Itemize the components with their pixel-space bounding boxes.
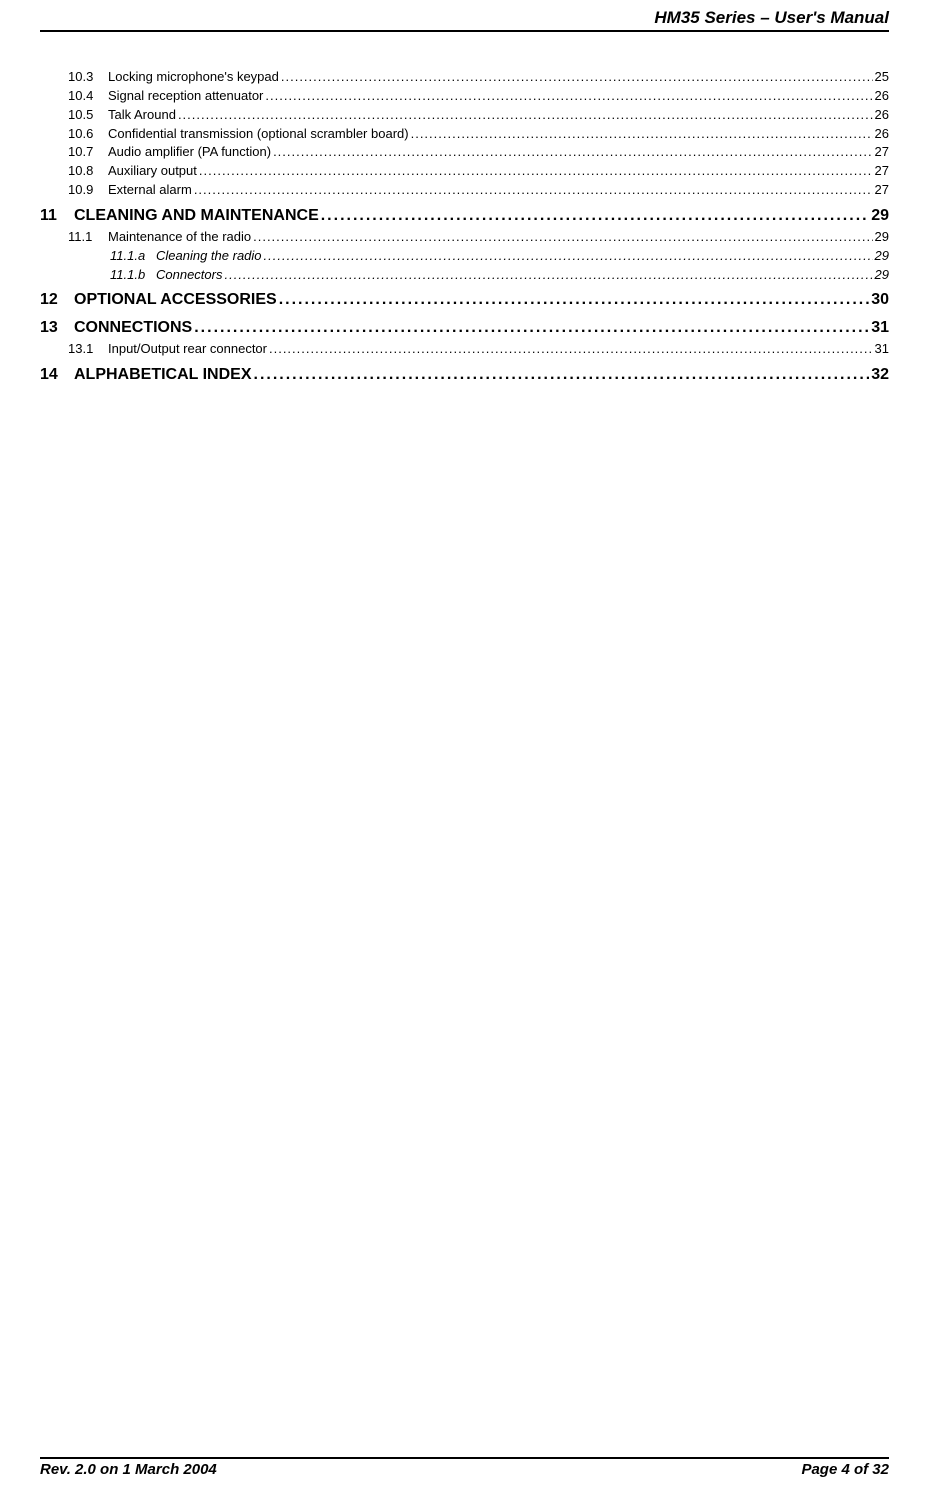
toc-entry-title: Confidential transmission (optional scra… xyxy=(108,125,411,144)
toc-entry-title: Locking microphone's keypad xyxy=(108,68,281,87)
toc-entry-title: Maintenance of the radio xyxy=(108,228,253,247)
toc-entry-page: 32 xyxy=(869,363,889,387)
page-header: HM35 Series – User's Manual xyxy=(40,0,889,32)
toc-entry-page: 30 xyxy=(869,288,889,312)
toc-entry: 10.8Auxiliary output 27 xyxy=(40,162,889,181)
toc-leader-dots xyxy=(265,87,872,106)
toc-entry-page: 27 xyxy=(873,143,889,162)
page-footer: Rev. 2.0 on 1 March 2004 Page 4 of 32 xyxy=(40,1457,889,1478)
page: HM35 Series – User's Manual 10.3Locking … xyxy=(0,0,929,1502)
toc-entry-page: 25 xyxy=(873,68,889,87)
footer-page-number: Page 4 of 32 xyxy=(801,1461,889,1478)
toc-entry: 14ALPHABETICAL INDEX 32 xyxy=(40,363,889,387)
toc-leader-dots xyxy=(253,228,872,247)
toc-entry-page: 26 xyxy=(873,106,889,125)
toc-entry-number: 10.4 xyxy=(68,87,108,106)
toc-entry-page: 29 xyxy=(869,204,889,228)
toc-entry-title: ALPHABETICAL INDEX xyxy=(74,363,254,387)
toc-leader-dots xyxy=(199,162,873,181)
toc-leader-dots xyxy=(281,68,873,87)
toc-entry-title: Input/Output rear connector xyxy=(108,340,269,359)
toc-entry: 11.1Maintenance of the radio 29 xyxy=(40,228,889,247)
toc-leader-dots xyxy=(178,106,873,125)
toc-entry-number: 11.1.a xyxy=(110,247,156,266)
toc-entry: 10.7Audio amplifier (PA function) 27 xyxy=(40,143,889,162)
footer-revision: Rev. 2.0 on 1 March 2004 xyxy=(40,1461,217,1478)
toc-entry-number: 10.5 xyxy=(68,106,108,125)
toc-entry-number: 13.1 xyxy=(68,340,108,359)
toc-entry: 13CONNECTIONS 31 xyxy=(40,316,889,340)
toc-entry-number: 13 xyxy=(40,316,74,340)
toc-entry: 10.3Locking microphone's keypad 25 xyxy=(40,68,889,87)
toc-entry-number: 10.3 xyxy=(68,68,108,87)
toc-entry: 11CLEANING AND MAINTENANCE 29 xyxy=(40,204,889,228)
toc-entry-title: Cleaning the radio xyxy=(156,247,264,266)
toc-leader-dots xyxy=(279,288,870,312)
toc-entry-page: 26 xyxy=(873,87,889,106)
toc-leader-dots xyxy=(264,247,873,266)
toc-entry-title: CLEANING AND MAINTENANCE xyxy=(74,204,321,228)
toc-entry-page: 26 xyxy=(873,125,889,144)
toc-entry: 10.5Talk Around 26 xyxy=(40,106,889,125)
toc-entry-title: Audio amplifier (PA function) xyxy=(108,143,273,162)
toc-content: 10.3Locking microphone's keypad2510.4Sig… xyxy=(40,32,889,387)
toc-entry-number: 10.6 xyxy=(68,125,108,144)
toc-entry-title: OPTIONAL ACCESSORIES xyxy=(74,288,279,312)
toc-entry-page: 29 xyxy=(873,247,889,266)
toc-entry-number: 12 xyxy=(40,288,74,312)
toc-entry-page: 31 xyxy=(873,340,889,359)
toc-entry-number: 11.1 xyxy=(68,228,108,247)
toc-entry-number: 14 xyxy=(40,363,74,387)
toc-entry: 10.9External alarm 27 xyxy=(40,181,889,200)
header-title: HM35 Series – User's Manual xyxy=(654,8,889,27)
toc-entry-number: 11.1.b xyxy=(110,266,156,285)
toc-entry: 13.1Input/Output rear connector 31 xyxy=(40,340,889,359)
toc-leader-dots xyxy=(411,125,873,144)
toc-entry: 10.4Signal reception attenuator 26 xyxy=(40,87,889,106)
toc-leader-dots xyxy=(321,204,869,228)
toc-leader-dots xyxy=(254,363,870,387)
toc-entry-title: Talk Around xyxy=(108,106,178,125)
toc-leader-dots xyxy=(273,143,872,162)
toc-leader-dots xyxy=(224,266,872,285)
toc-leader-dots xyxy=(194,181,873,200)
toc-entry-title: Signal reception attenuator xyxy=(108,87,265,106)
toc-entry-number: 10.9 xyxy=(68,181,108,200)
toc-entry-title: CONNECTIONS xyxy=(74,316,194,340)
toc-leader-dots xyxy=(269,340,873,359)
toc-entry-page: 27 xyxy=(873,181,889,200)
toc-entry-number: 10.8 xyxy=(68,162,108,181)
toc-entry: 11.1.aCleaning the radio 29 xyxy=(40,247,889,266)
toc-entry-title: Auxiliary output xyxy=(108,162,199,181)
toc-entry: 10.6Confidential transmission (optional … xyxy=(40,125,889,144)
toc-entry-page: 29 xyxy=(873,266,889,285)
toc-entry-page: 27 xyxy=(873,162,889,181)
toc-entry-title: External alarm xyxy=(108,181,194,200)
toc-entry-number: 10.7 xyxy=(68,143,108,162)
toc-entry: 12OPTIONAL ACCESSORIES 30 xyxy=(40,288,889,312)
toc-entry-title: Connectors xyxy=(156,266,224,285)
toc-entry-number: 11 xyxy=(40,204,74,228)
toc-leader-dots xyxy=(194,316,869,340)
toc-entry-page: 31 xyxy=(869,316,889,340)
toc-entry-page: 29 xyxy=(873,228,889,247)
toc-entry: 11.1.bConnectors 29 xyxy=(40,266,889,285)
